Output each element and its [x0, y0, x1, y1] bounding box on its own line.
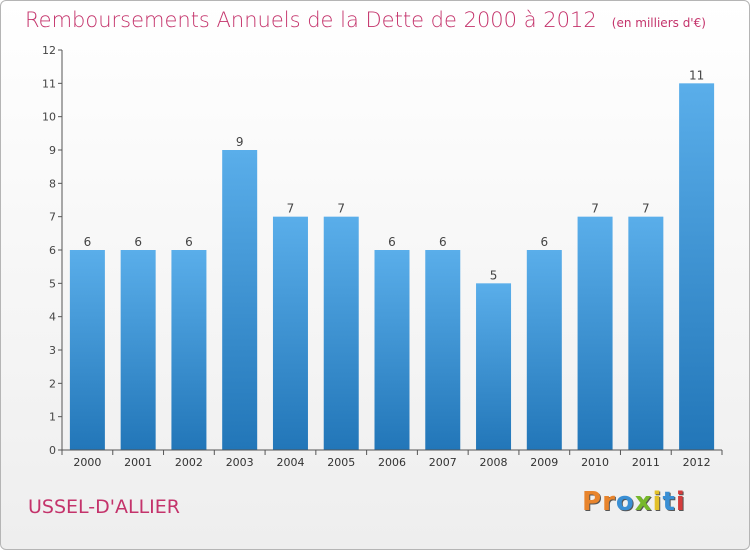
bar-value-label: 7	[591, 202, 599, 216]
bars: 6 6 6 9 7 7 6 6 5 6 7 7 11	[69, 68, 715, 450]
y-tick-label: 4	[49, 311, 56, 324]
x-tick-label: 2004	[276, 456, 304, 469]
bar-2010[interactable]	[577, 216, 613, 450]
chart-title: Remboursements Annuels de la Dette de 20…	[25, 8, 597, 32]
bar-2002[interactable]	[171, 250, 207, 450]
x-tick-label: 2008	[480, 456, 508, 469]
bar-value-label: 6	[540, 235, 548, 249]
x-tick-label: 2007	[429, 456, 457, 469]
unit-note: (en milliers d'€)	[611, 16, 706, 30]
bar-2012[interactable]	[679, 83, 715, 450]
y-tick-label: 5	[49, 277, 56, 290]
y-tick-label: 3	[49, 344, 56, 357]
y-tick-label: 12	[42, 44, 56, 57]
bar-value-label: 7	[287, 202, 295, 216]
bar-value-label: 5	[490, 268, 498, 282]
bar-value-label: 6	[439, 235, 447, 249]
logo-letter: o	[615, 487, 635, 517]
proxiti-logo[interactable]: Proxiti	[582, 487, 686, 517]
bar-2001[interactable]	[120, 250, 156, 450]
y-tick-label: 7	[49, 211, 56, 224]
location-name: USSEL-D'ALLIER	[28, 496, 180, 518]
y-tick-label: 10	[42, 111, 56, 124]
y-tick-label: 2	[49, 377, 56, 390]
y-tick-label: 9	[49, 144, 56, 157]
bar-value-label: 7	[642, 202, 650, 216]
bar-2003[interactable]	[222, 150, 258, 450]
bar-value-label: 9	[236, 135, 244, 149]
x-tick-label: 2003	[226, 456, 254, 469]
bar-value-label: 6	[185, 235, 193, 249]
x-tick-label: 2001	[124, 456, 152, 469]
y-tick-label: 1	[49, 411, 56, 424]
logo-letter: i	[675, 487, 686, 517]
bar-2008[interactable]	[476, 283, 512, 450]
bar-value-label: 7	[337, 202, 345, 216]
logo-letter: x	[634, 487, 653, 517]
x-tick-label: 2009	[530, 456, 558, 469]
bar-2005[interactable]	[323, 216, 359, 450]
logo-letter: r	[602, 487, 616, 517]
bar-value-label: 6	[388, 235, 396, 249]
bar-2006[interactable]	[374, 250, 410, 450]
logo-letter: P	[582, 487, 603, 517]
bar-2007[interactable]	[425, 250, 461, 450]
chart-title-block: Remboursements Annuels de la Dette de 20…	[25, 8, 706, 32]
bar-value-label: 6	[134, 235, 142, 249]
x-tick-label: 2010	[581, 456, 609, 469]
bar-2009[interactable]	[526, 250, 562, 450]
logo-letter: i	[652, 487, 663, 517]
x-tick-label: 2000	[73, 456, 101, 469]
x-tick-label: 2005	[327, 456, 355, 469]
y-tick-label: 0	[49, 444, 56, 457]
bar-value-label: 6	[84, 235, 92, 249]
bar-2011[interactable]	[628, 216, 664, 450]
x-tick-label: 2011	[632, 456, 660, 469]
x-tick-label: 2002	[175, 456, 203, 469]
x-axis: 2000 2001 2002 2003 2004 2005 2006 2007 2008 2009…	[61, 449, 723, 469]
logo-letter: t	[662, 487, 676, 517]
x-tick-label: 2012	[683, 456, 711, 469]
y-tick-label: 11	[42, 77, 56, 90]
bar-2004[interactable]	[272, 216, 308, 450]
y-tick-label: 6	[49, 244, 56, 257]
y-tick-label: 8	[49, 177, 56, 190]
bar-2000[interactable]	[69, 250, 105, 450]
x-tick-label: 2006	[378, 456, 406, 469]
bar-value-label: 11	[689, 68, 704, 82]
